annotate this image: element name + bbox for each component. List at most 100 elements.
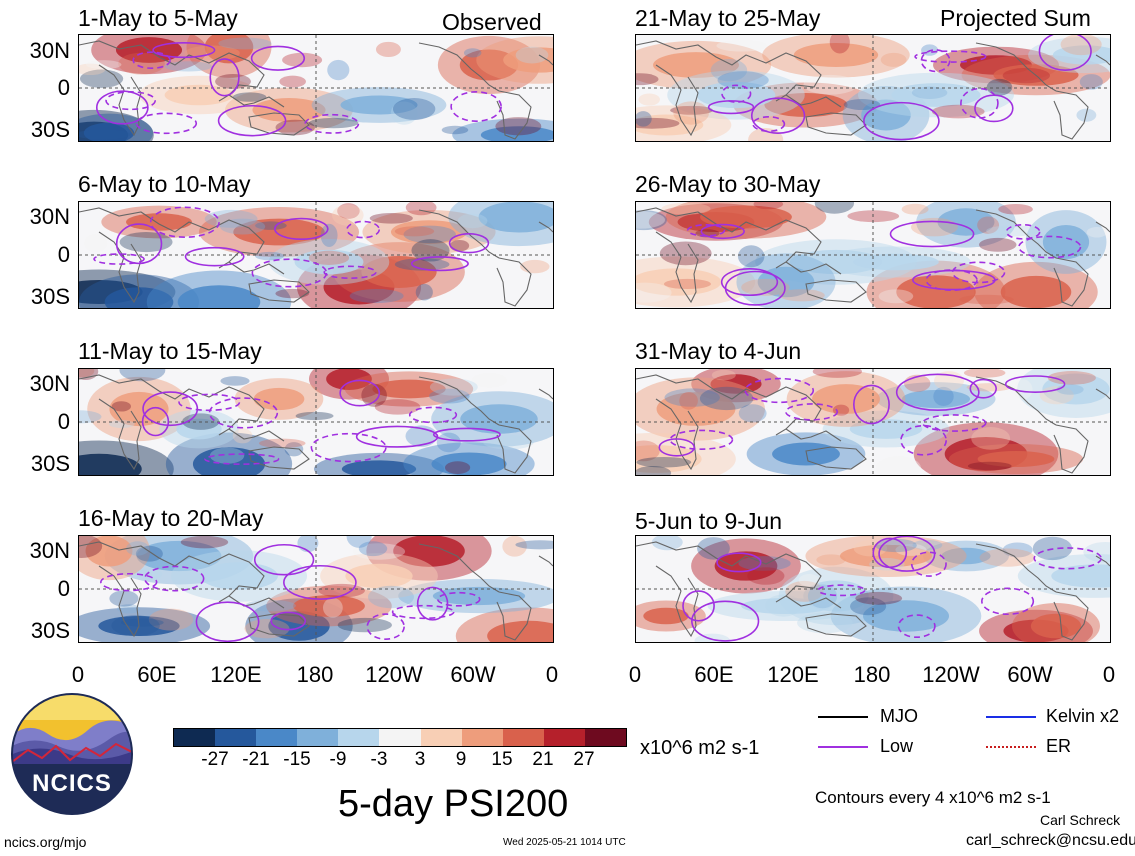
anomaly-blob [432,586,526,606]
colorbar-swatch [338,729,380,746]
panel-title: 21-May to 25-May [635,5,821,31]
panel-title: 6-May to 10-May [78,171,251,197]
logo-text: NCICS [32,770,112,797]
anomaly-blob [478,202,553,233]
colorbar-tick: -15 [283,749,311,770]
legend-line-kelvin [986,716,1036,718]
lon-label: 0 [545,662,559,687]
lon-label: 120E [210,662,262,687]
legend-label-kelvin: Kelvin x2 [1046,706,1120,726]
anomaly-blob [204,35,254,64]
colorbar-tick: -3 [370,749,388,770]
lat-label-30n: 30N [29,38,70,63]
anomaly-blob [431,452,507,475]
map-panel-obs-3 [78,368,554,476]
reference-lines [636,536,1110,642]
anomaly-blob [772,442,840,466]
reference-lines [79,35,553,141]
map-field [79,35,553,141]
map-panel-proj-2 [635,201,1111,309]
map-field [636,35,1110,141]
coastlines [79,541,553,641]
contour-low [682,536,1102,642]
reference-lines [636,35,1110,141]
anomaly-blob [460,404,538,434]
colorbar-swatch [256,729,298,746]
lon-label: 120E [767,662,819,687]
lon-label: 180 [296,662,334,687]
lat-label-eq: 0 [57,75,70,100]
lon-label: 60E [137,662,177,687]
colorbar-tick: -21 [242,749,270,770]
colorbar-tick: 21 [532,749,554,770]
reference-lines [79,369,553,475]
anomaly-blob [109,391,169,427]
anomaly-blob [177,285,261,308]
reference-lines [636,202,1110,308]
colorbar-swatch [174,729,216,746]
anomaly-blob [1051,564,1110,588]
anomaly-noise [636,35,1103,141]
colorbar [173,728,627,747]
logo-graphic [11,693,133,815]
legend-label-low: Low [880,736,914,756]
projected-label: Projected Sum [940,5,1091,31]
legend-label-er: ER [1046,736,1072,756]
anomaly-blob [361,256,437,288]
colorbar-tick: 3 [414,749,426,770]
anomaly-blob [164,84,234,106]
map-field [636,369,1110,475]
lon-label: 0 [1102,662,1116,687]
ncics-logo: NCICS [8,690,136,818]
lon-label: 120W [922,662,980,687]
anomaly-blob [643,607,689,625]
anomaly-blob [136,540,222,572]
anomaly-blob [126,213,192,231]
anomaly-blob [937,208,995,236]
anomaly-noise [79,37,549,140]
anomaly-blob [252,98,326,122]
coastlines [79,374,553,474]
contour-low [707,35,1092,141]
anomaly-blob [345,563,413,589]
anomaly-blob [459,49,519,81]
colorbar-tick: -27 [201,749,229,770]
lon-label: 60E [694,662,734,687]
map-panel-proj-3 [635,368,1111,476]
legend-line-low [818,746,868,748]
colorbar-tick: -9 [329,749,347,770]
lat-label-30n: 30N [29,371,70,396]
anomaly-blob [503,47,553,73]
anomaly-blob [1042,225,1090,259]
map-panel-obs-4 [78,535,554,643]
anomaly-blob [340,95,418,115]
map-panel-obs-2 [78,201,554,309]
anomaly-blob [326,369,372,390]
panel-title: 1-May to 5-May [78,5,238,31]
anomaly-blob [83,122,135,141]
anomaly-blob [1030,613,1082,639]
footer-email[interactable]: carl_schreck@ncsu.edu [966,832,1135,849]
legend-label-mjo: MJO [880,706,918,726]
anomaly-blob [714,551,778,581]
coastlines [79,40,553,140]
anomaly-blob [293,595,365,617]
map-field [79,369,553,475]
colorbar-swatch [461,729,503,746]
lat-label-eq: 0 [57,576,70,601]
lat-label-eq: 0 [57,242,70,267]
anomaly-blob [849,419,923,439]
footer-author: Carl Schreck [1040,812,1121,828]
colorbar-tick: 15 [491,749,513,770]
map-panel-proj-4 [635,535,1111,643]
coastlines [636,541,1110,641]
colorbar-tick: 9 [455,749,467,770]
anomaly-blob [710,374,762,394]
anomaly-blob [861,99,911,131]
footer-site[interactable]: ncics.org/mjo [4,834,87,850]
colorbar-swatch [379,729,421,746]
anomaly-noise [636,369,1096,475]
anomaly-blob [793,42,879,68]
anomaly-blob [636,114,704,136]
contour-low [141,379,501,465]
